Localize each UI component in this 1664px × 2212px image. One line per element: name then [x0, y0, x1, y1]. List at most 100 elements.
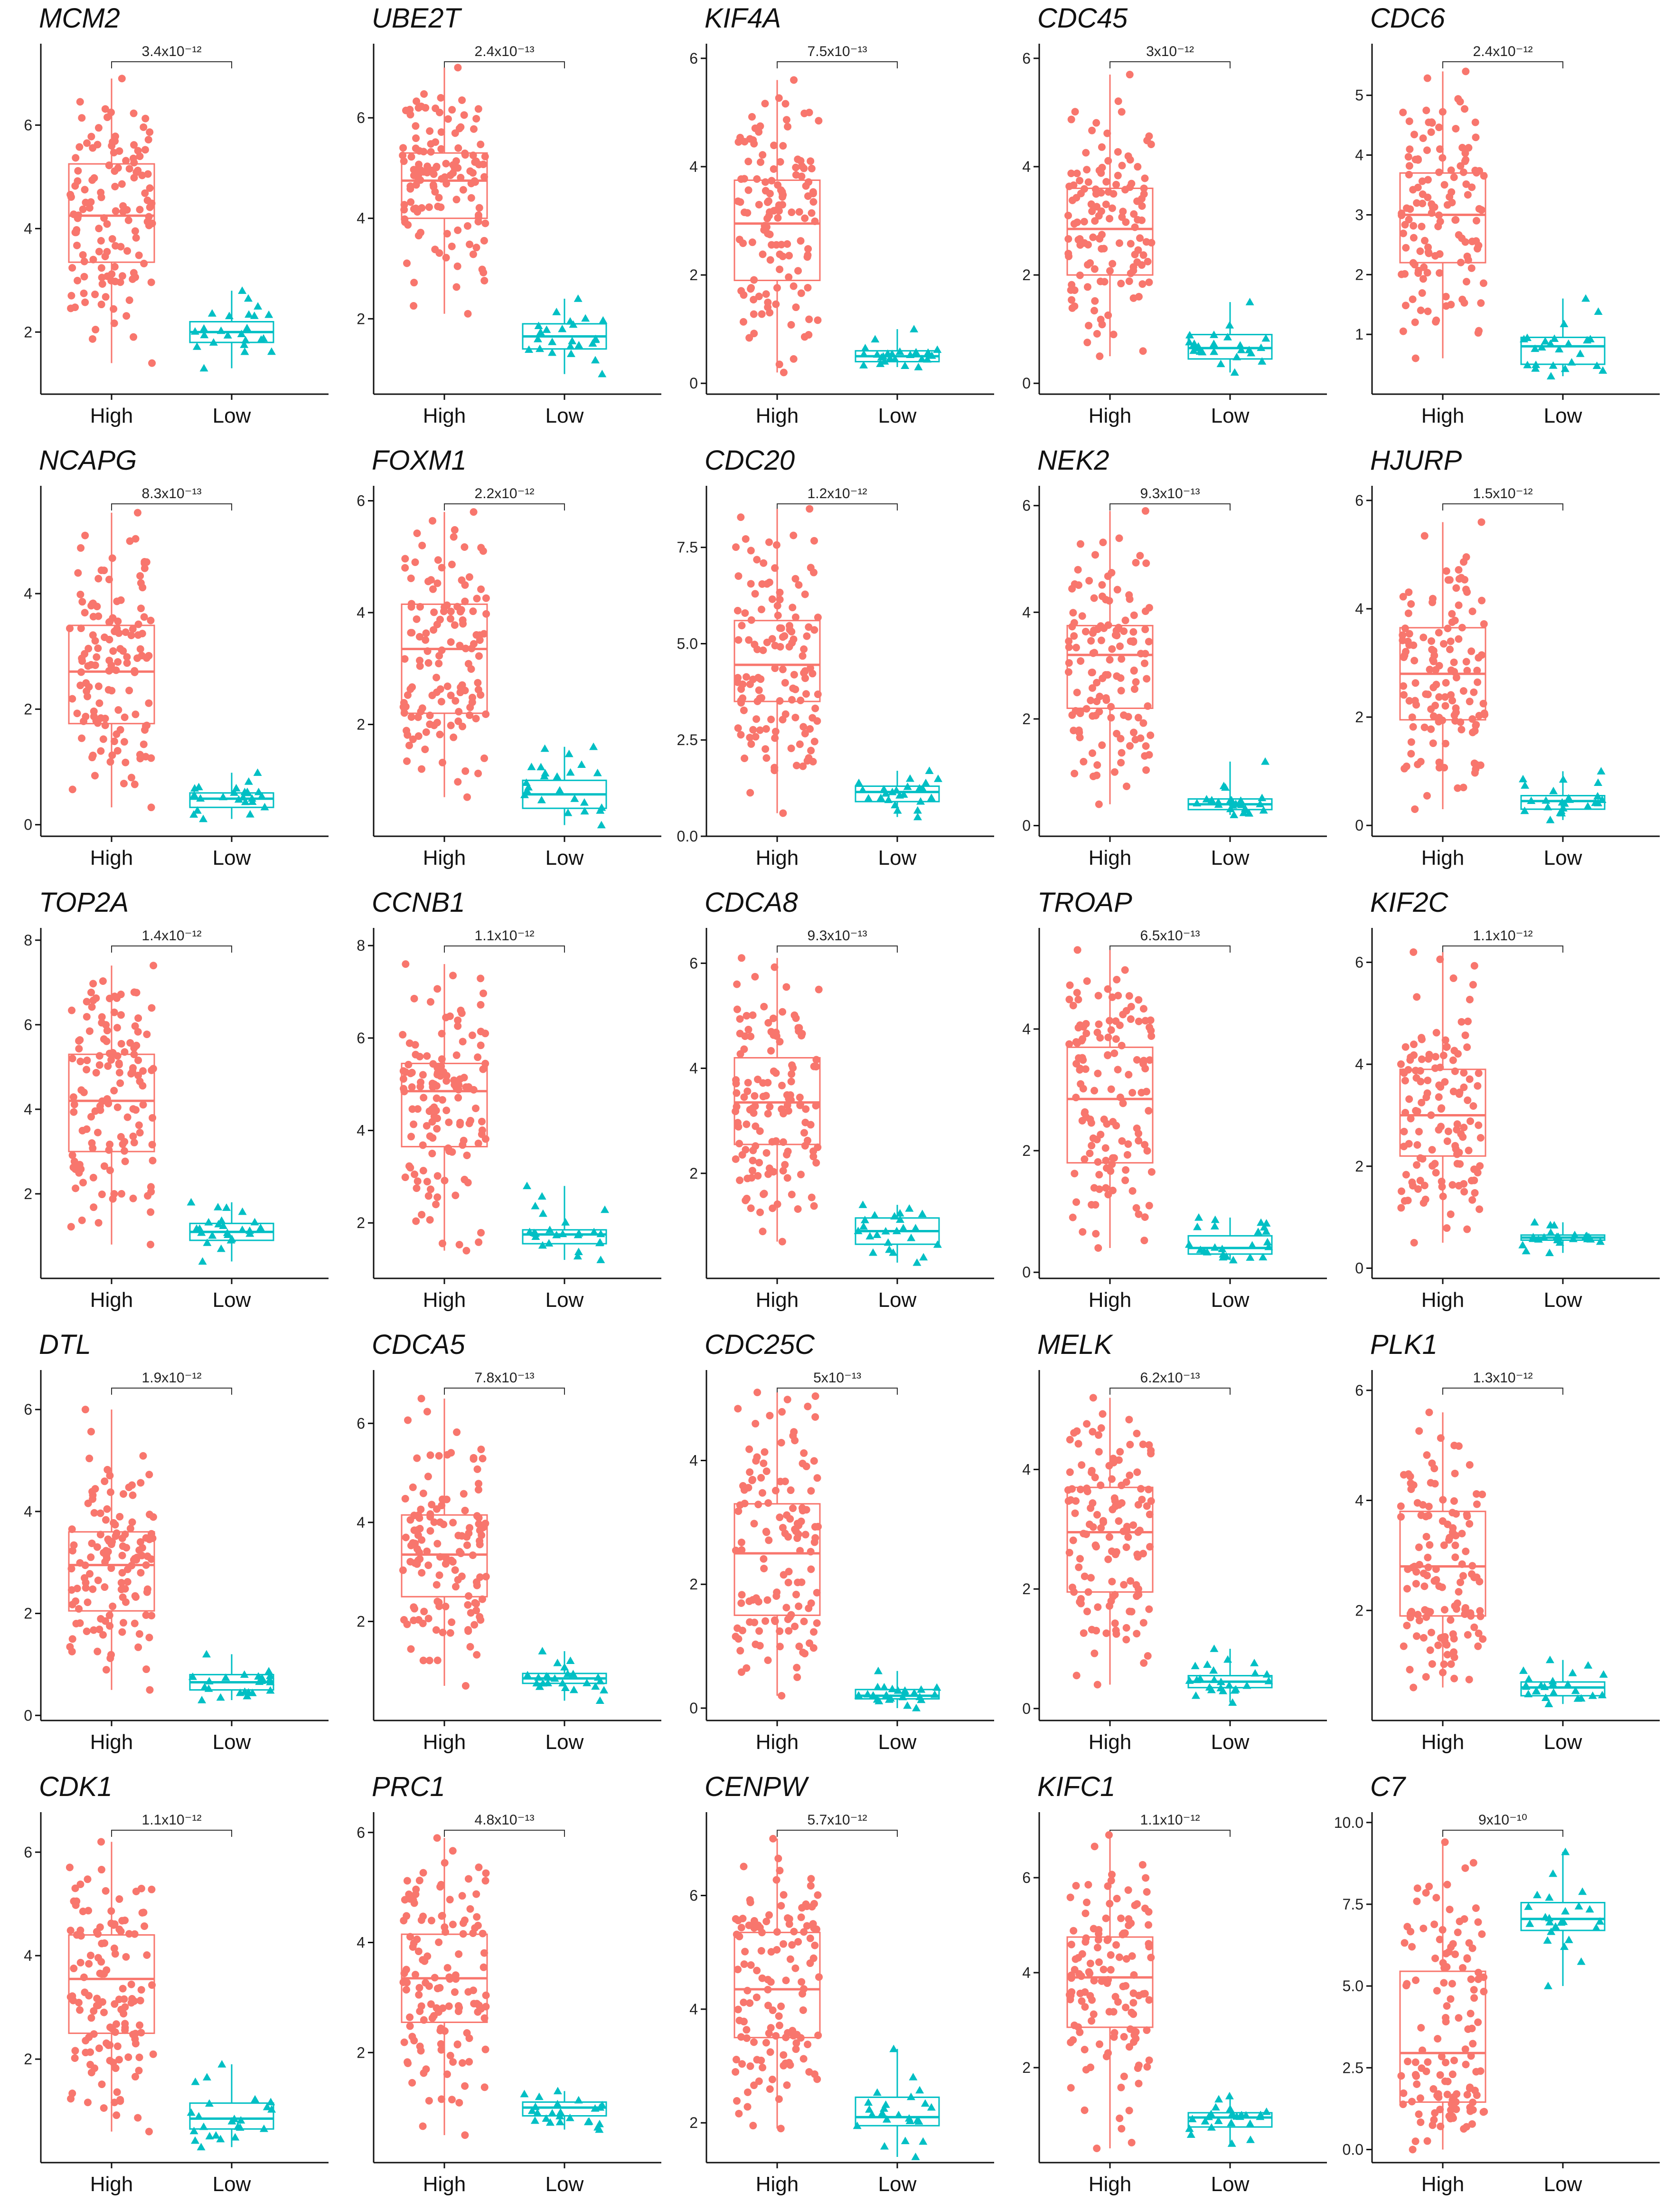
x-tick-label-low: Low [213, 404, 251, 427]
high-point [106, 1488, 114, 1496]
high-point [1423, 74, 1431, 82]
y-tick-label: 4 [689, 1060, 698, 1077]
high-point [803, 632, 811, 640]
high-point [147, 1188, 155, 1196]
high-point [97, 1838, 105, 1846]
high-point [479, 547, 487, 555]
high-point [103, 220, 111, 228]
high-point [437, 145, 445, 153]
high-point [471, 178, 479, 186]
high-point [1413, 1161, 1421, 1169]
high-point [738, 1591, 746, 1599]
low-point [527, 762, 536, 770]
high-point [1135, 1992, 1143, 2000]
x-tick-label-low: Low [545, 846, 584, 870]
high-point [1434, 1641, 1442, 1649]
high-point [1128, 2138, 1136, 2146]
high-point [1119, 1930, 1127, 1938]
high-point [801, 1142, 809, 1150]
high-point [776, 158, 784, 166]
high-point [414, 1616, 423, 1624]
high-point [1418, 1055, 1426, 1063]
high-point [1448, 2100, 1456, 2108]
high-point [1476, 1162, 1484, 1170]
high-point [808, 164, 816, 172]
high-point [776, 1627, 784, 1635]
high-point [453, 603, 461, 611]
low-point [580, 798, 589, 806]
high-point [1414, 269, 1422, 277]
low-point [240, 1670, 249, 1678]
high-point [772, 1592, 780, 1600]
high-point [450, 533, 458, 541]
high-point [777, 2125, 785, 2133]
y-tick-label: 6 [24, 116, 32, 133]
high-point [436, 730, 444, 738]
high-point [110, 305, 118, 313]
high-point [113, 2111, 121, 2119]
high-point [775, 360, 783, 369]
high-point [734, 1507, 743, 1515]
low-point [1592, 1923, 1601, 1931]
low-point [1192, 1675, 1201, 1683]
high-point [89, 1585, 97, 1593]
high-point [469, 1551, 477, 1559]
high-point [1118, 749, 1126, 757]
low-point [873, 1683, 882, 1691]
low-point [1210, 331, 1219, 338]
high-point [784, 1579, 792, 1587]
high-point [1070, 1588, 1078, 1596]
high-point [1464, 1096, 1472, 1104]
p-value-label: 6.5x10⁻¹³ [1140, 928, 1200, 944]
high-point [1399, 108, 1407, 116]
high-point [410, 279, 418, 287]
high-point [480, 173, 489, 181]
high-point [752, 1122, 760, 1130]
low-group [187, 2060, 276, 2151]
high-point [759, 646, 767, 654]
boxplot-panel-cdca5: CDCA5 2 4 6 High Low 7.8x10⁻¹³ [333, 1326, 666, 1768]
high-point [94, 1576, 102, 1584]
high-point [457, 1549, 465, 1557]
boxplot-panel-cenpw: CENPW 2 4 6 High Low 5.7x10⁻¹² [666, 1768, 998, 2211]
x-tick-label-high: High [423, 1288, 466, 1312]
high-point [421, 745, 429, 753]
high-point [1106, 656, 1114, 664]
high-point [458, 1892, 466, 1900]
high-point [756, 122, 764, 130]
low-point [901, 2136, 910, 2145]
high-point [788, 628, 796, 636]
high-point [141, 564, 149, 572]
low-point [1216, 359, 1225, 368]
high-point [118, 1569, 126, 1577]
high-point [1133, 1125, 1141, 1133]
high-point [1114, 148, 1122, 156]
low-point [531, 2102, 540, 2110]
high-point [800, 1129, 808, 1137]
low-point [225, 312, 234, 320]
high-point [1469, 1859, 1477, 1867]
high-point [1441, 702, 1449, 710]
high-point [100, 2008, 108, 2016]
high-point [131, 1022, 139, 1030]
y-tick-label: 4 [357, 604, 365, 621]
high-point [424, 1192, 432, 1200]
high-point [90, 1203, 98, 1211]
high-point [738, 1546, 746, 1554]
high-point [739, 694, 747, 702]
high-point [808, 1903, 816, 1911]
high-point [403, 259, 411, 267]
high-point [785, 1627, 793, 1635]
high-point [417, 1078, 425, 1087]
high-point [76, 98, 84, 106]
high-point [449, 1519, 457, 1527]
low-point [192, 342, 201, 350]
low-point [1232, 1685, 1241, 1693]
low-point [884, 795, 893, 804]
high-point [1072, 1198, 1081, 1206]
y-tick-label: 7.5 [1343, 1896, 1363, 1913]
p-value-label: 7.8x10⁻¹³ [475, 1370, 535, 1386]
high-point [414, 208, 422, 216]
high-point [130, 141, 138, 149]
low-point [265, 1675, 274, 1683]
